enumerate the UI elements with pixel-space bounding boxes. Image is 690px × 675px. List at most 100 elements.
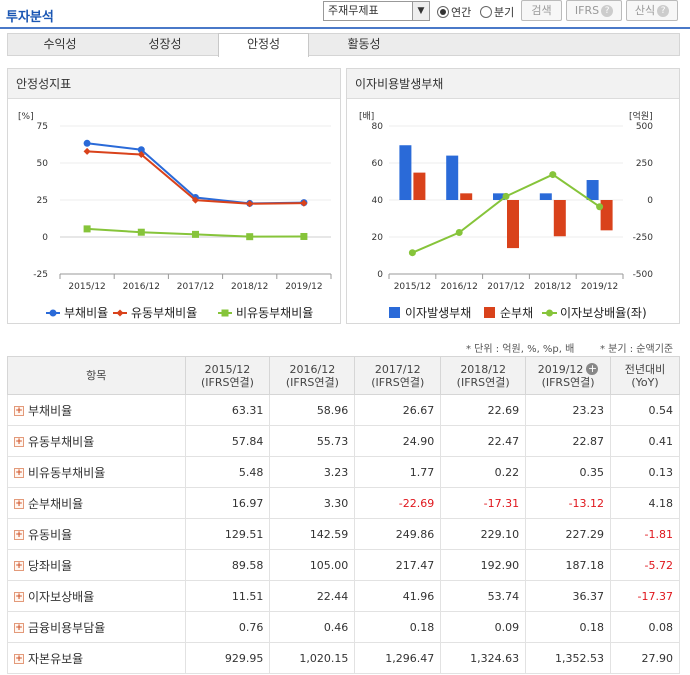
row-label[interactable]: + 이자보상배율	[7, 580, 186, 612]
data-point	[502, 192, 510, 200]
expand-icon[interactable]: +	[14, 437, 24, 447]
x-tick-label: 2015/12	[68, 282, 105, 292]
value-cell: 217.47	[354, 549, 442, 581]
yoy-cell: 0.54	[610, 394, 680, 426]
table-row: + 자본유보율 929.95 1,020.15 1,296.47 1,324.63 1,35…	[7, 642, 680, 674]
interest-debt-chart-panel: 이자비용발생부채 [배] [억원] 80 60 40 20 0 500 250 0 -250 -500…	[346, 68, 680, 324]
y-left-tick-label: 0	[377, 270, 383, 280]
statement-select[interactable]: 주재무제표 ▼	[323, 1, 430, 21]
data-point	[83, 225, 91, 233]
expand-icon[interactable]: +	[14, 592, 24, 602]
search-button[interactable]: 검색	[521, 0, 562, 21]
row-label-text: 자본유보율	[28, 651, 84, 666]
value-cell: 105.00	[269, 549, 356, 581]
stability-chart-title: 안정성지표	[8, 69, 340, 99]
expand-icon[interactable]: +	[14, 468, 24, 478]
y-tick-label: 25	[37, 196, 48, 206]
row-label[interactable]: + 당좌비율	[7, 549, 186, 581]
value-cell: 249.86	[354, 518, 442, 550]
radio-annual[interactable]: 연간	[437, 4, 471, 20]
x-tick-label: 2019/12	[285, 282, 322, 292]
value-cell: 0.22	[440, 456, 527, 488]
expand-icon[interactable]: +	[14, 406, 24, 416]
add-column-icon[interactable]: +	[586, 361, 599, 375]
expand-icon[interactable]: +	[14, 499, 24, 509]
data-point	[455, 228, 463, 236]
row-label[interactable]: + 유동부채비율	[7, 425, 186, 457]
ifrs-help-button[interactable]: IFRS?	[566, 0, 622, 21]
y-tick-label: -25	[33, 270, 48, 280]
header-yoy: 전년대비 (YoY)	[610, 356, 680, 395]
radio-annual-checked-icon[interactable]	[437, 6, 449, 18]
formula-help-button[interactable]: 산식?	[626, 0, 678, 21]
row-label[interactable]: + 금융비용부담율	[7, 611, 186, 643]
legend-marker	[546, 309, 553, 317]
value-cell: 36.37	[525, 580, 612, 612]
stability-line-chart: [%]75 50 25 0 -25 2015/12 2016/12 2017/12 2018/1…	[18, 112, 332, 320]
bar	[553, 200, 566, 237]
value-cell: 26.67	[354, 394, 442, 426]
tab-profitability[interactable]: 수익성	[43, 37, 77, 51]
value-cell: 1,352.53	[525, 642, 612, 674]
value-cell: 22.87	[525, 425, 612, 457]
yoy-cell: 4.18	[610, 487, 680, 519]
table-row: + 비유동부채비율 5.48 3.23 1.77 0.22 0.35 0.13	[7, 456, 680, 488]
table-row: + 당좌비율 89.58 105.00 217.47 192.90 187.18 -5.72	[7, 549, 680, 581]
value-cell: 1,324.63	[440, 642, 527, 674]
row-label[interactable]: + 부채비율	[7, 394, 186, 426]
yoy-cell: 0.13	[610, 456, 680, 488]
data-point	[549, 171, 557, 179]
y-left-tick-label: 60	[372, 159, 384, 169]
header-item: 항목	[7, 356, 186, 395]
row-label[interactable]: + 비유동부채비율	[7, 456, 186, 488]
value-cell: 0.18	[354, 611, 442, 643]
tab-growth[interactable]: 성장성	[148, 37, 182, 51]
row-label[interactable]: + 순부채비율	[7, 487, 186, 519]
data-point	[137, 228, 145, 236]
radio-quarter-label: 분기	[494, 6, 515, 19]
series-line	[412, 173, 601, 254]
x-tick-label: 2018/12	[231, 282, 268, 292]
chevron-down-icon[interactable]: ▼	[412, 2, 429, 20]
expand-icon[interactable]: +	[14, 530, 24, 540]
yoy-cell: -17.37	[610, 580, 680, 612]
y-tick-label: 0	[42, 233, 48, 243]
x-tick-label: 2018/12	[534, 282, 571, 292]
yoy-cell: 27.90	[610, 642, 680, 674]
header-period: 2018/12 (IFRS연결)	[440, 356, 527, 395]
yoy-cell: -5.72	[610, 549, 680, 581]
row-label[interactable]: + 유동비율	[7, 518, 186, 550]
value-cell: -13.12	[525, 487, 612, 519]
row-label[interactable]: + 자본유보율	[7, 642, 186, 674]
header-period: 2016/12 (IFRS연결)	[269, 356, 356, 395]
value-cell: 63.31	[184, 394, 271, 426]
value-cell: 58.96	[269, 394, 356, 426]
bar	[586, 180, 599, 200]
expand-icon[interactable]: +	[14, 654, 24, 664]
expand-icon[interactable]: +	[14, 623, 24, 633]
row-label-text: 금융비용부담율	[28, 620, 106, 635]
value-cell: 22.69	[440, 394, 527, 426]
value-cell: 0.18	[525, 611, 612, 643]
radio-quarter[interactable]: 분기	[480, 4, 514, 20]
tab-activity[interactable]: 활동성	[347, 37, 381, 51]
y-axis-unit: [%]	[18, 112, 34, 122]
tab-stability[interactable]: 안정성	[218, 33, 309, 57]
legend-label: 이자발생부채	[405, 306, 471, 320]
tab-bar: 수익성 성장성 안정성 활동성	[7, 33, 680, 57]
y-right-tick-label: -500	[633, 270, 654, 280]
row-label-text: 유동부채비율	[28, 434, 95, 449]
value-cell: 1,020.15	[269, 642, 356, 674]
interest-debt-chart-title: 이자비용발생부채	[347, 69, 679, 99]
radio-quarter-icon[interactable]	[480, 6, 492, 18]
header-period: 2015/12 (IFRS연결)	[184, 356, 271, 395]
value-cell: 187.18	[525, 549, 612, 581]
interest-debt-combo-chart: [배] [억원] 80 60 40 20 0 500 250 0 -250 -500 2015/12 20…	[359, 110, 654, 320]
table-row: + 부채비율 63.31 58.96 26.67 22.69 23.23 0.54	[7, 394, 680, 426]
value-cell: 1,296.47	[354, 642, 442, 674]
bar	[446, 155, 459, 200]
y-right-tick-label: 500	[636, 122, 653, 132]
value-cell: 22.44	[269, 580, 356, 612]
value-cell: 23.23	[525, 394, 612, 426]
expand-icon[interactable]: +	[14, 561, 24, 571]
